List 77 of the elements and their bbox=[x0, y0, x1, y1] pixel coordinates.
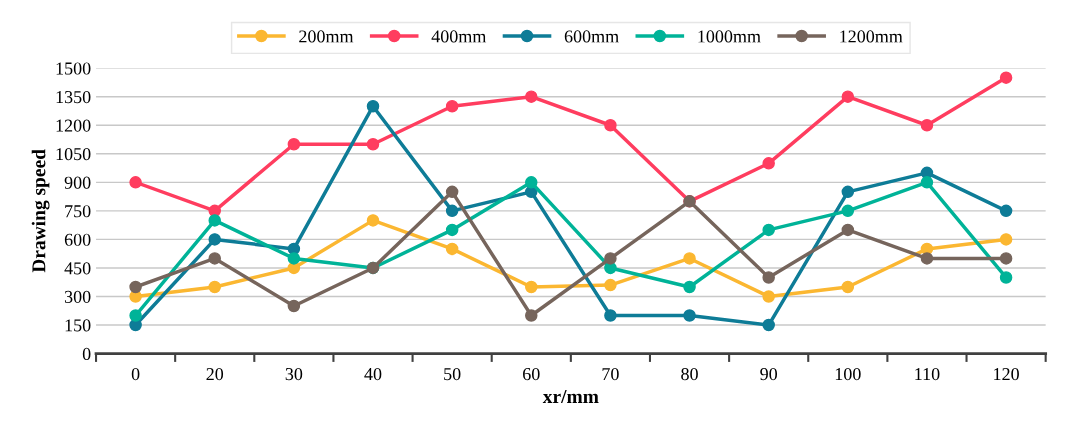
y-tick-label: 450 bbox=[64, 262, 91, 275]
y-tick-label: 600 bbox=[64, 233, 91, 246]
point bbox=[762, 271, 775, 284]
point bbox=[525, 176, 538, 189]
point bbox=[841, 280, 855, 294]
point bbox=[841, 185, 855, 199]
point bbox=[208, 214, 221, 227]
y-tick-label: 0 bbox=[82, 347, 91, 361]
x-tick-label: 40 bbox=[364, 367, 382, 381]
point bbox=[683, 280, 696, 294]
x-tick-label: 110 bbox=[915, 367, 940, 381]
legend-label: 400mm bbox=[431, 30, 487, 43]
point bbox=[208, 252, 221, 265]
point bbox=[604, 309, 617, 322]
point bbox=[841, 223, 855, 237]
point bbox=[762, 290, 775, 303]
point bbox=[366, 99, 380, 113]
point bbox=[208, 280, 221, 294]
point bbox=[129, 309, 142, 322]
y-tick-label: 750 bbox=[65, 205, 91, 218]
point bbox=[762, 223, 775, 237]
point bbox=[287, 299, 301, 313]
point bbox=[445, 223, 459, 237]
y-tick-label: 1200 bbox=[56, 119, 91, 132]
point bbox=[129, 280, 142, 294]
point bbox=[999, 252, 1013, 265]
point bbox=[999, 71, 1013, 84]
point bbox=[445, 185, 459, 199]
x-tick-label: 90 bbox=[760, 367, 778, 381]
point bbox=[287, 138, 301, 151]
point bbox=[445, 242, 459, 256]
legend-label: 200mm bbox=[299, 30, 354, 43]
point bbox=[841, 204, 855, 218]
point bbox=[366, 138, 380, 151]
point bbox=[366, 214, 380, 227]
y-axis-title: Drawing speed bbox=[31, 149, 50, 273]
point bbox=[999, 204, 1013, 218]
y-tick-label: 1500 bbox=[56, 62, 91, 75]
y-tick-label: 1050 bbox=[56, 148, 91, 161]
x-tick-label: 50 bbox=[444, 367, 461, 381]
point bbox=[208, 233, 221, 246]
point bbox=[762, 318, 775, 332]
x-tick-label: 20 bbox=[206, 367, 224, 381]
x-tick-label: 100 bbox=[835, 367, 861, 381]
point bbox=[762, 157, 775, 170]
x-tick-label: 0 bbox=[131, 367, 140, 381]
point bbox=[920, 176, 934, 189]
point bbox=[525, 280, 538, 294]
legend-label: 600mm bbox=[564, 30, 619, 43]
point bbox=[129, 176, 142, 189]
point bbox=[999, 271, 1013, 284]
point bbox=[920, 118, 934, 132]
point bbox=[604, 252, 617, 265]
y-tick-label: 900 bbox=[64, 176, 91, 189]
y-tick-label: 1350 bbox=[56, 90, 91, 104]
point bbox=[525, 309, 538, 322]
point bbox=[604, 118, 617, 132]
point bbox=[999, 233, 1013, 246]
y-tick-label: 150 bbox=[65, 319, 91, 332]
point bbox=[604, 278, 617, 292]
point bbox=[920, 252, 934, 265]
point bbox=[445, 204, 459, 218]
point bbox=[683, 309, 696, 322]
x-tick-label: 30 bbox=[285, 367, 303, 381]
point bbox=[683, 252, 696, 265]
x-tick-label: 60 bbox=[523, 367, 540, 381]
legend-label: 1000mm bbox=[698, 30, 761, 43]
point bbox=[445, 99, 459, 113]
x-tick-label: 80 bbox=[681, 367, 698, 381]
y-tick-label: 300 bbox=[64, 290, 91, 303]
point bbox=[841, 90, 855, 103]
x-tick-label: 70 bbox=[602, 367, 619, 381]
point bbox=[525, 90, 538, 103]
x-axis-title: xr/mm bbox=[542, 390, 599, 404]
x-tick-label: 120 bbox=[994, 367, 1019, 381]
legend-label: 1200mm bbox=[840, 30, 903, 43]
point bbox=[287, 252, 301, 265]
